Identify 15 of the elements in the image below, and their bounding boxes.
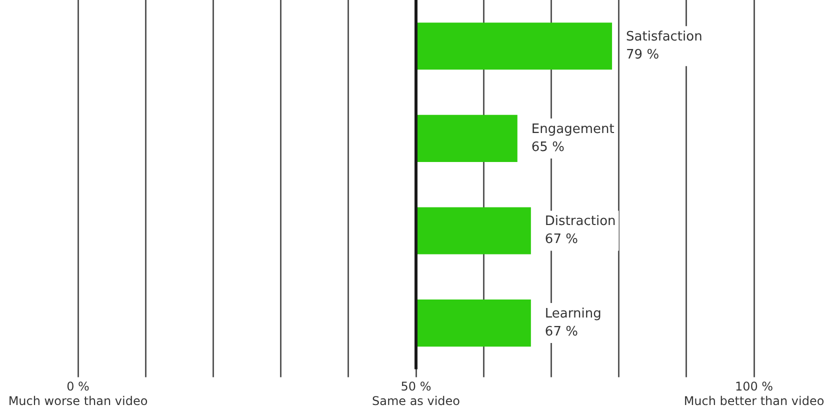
x-tick-label: 100 % Much better than video <box>684 380 824 408</box>
data-label: 79 % <box>626 48 660 63</box>
data-label: 67 % <box>544 324 578 340</box>
y-tick-label: Engagement <box>531 122 614 137</box>
bar <box>416 22 612 70</box>
y-tick-label: Distraction <box>544 214 616 230</box>
bar <box>416 300 531 347</box>
data-label: 65 % <box>531 140 564 155</box>
bar <box>416 114 518 162</box>
bar <box>416 207 531 254</box>
y-tick-label: Satisfaction <box>626 30 702 45</box>
data-label: 67 % <box>544 232 578 248</box>
x-tick-label: 50 % Same as video <box>372 380 460 408</box>
x-tick-label: 0 % Much worse than video <box>8 380 148 408</box>
y-tick-label: Learning <box>544 306 602 322</box>
